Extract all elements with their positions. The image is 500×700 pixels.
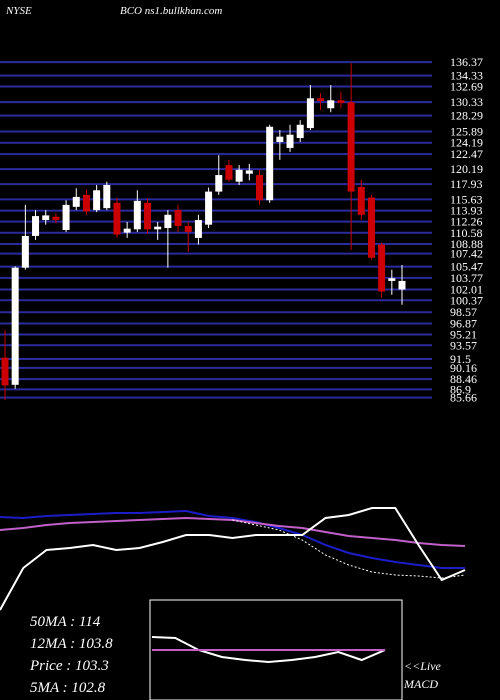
y-tick-label: 108.88 [450, 237, 483, 251]
y-tick-label: 115.63 [450, 192, 483, 206]
candle-body [225, 165, 233, 180]
y-tick-label: 95.21 [450, 327, 477, 341]
y-tick-label: 98.57 [450, 305, 477, 319]
candle-body [42, 215, 50, 221]
candle-body [164, 214, 172, 228]
candle-body [1, 357, 9, 386]
chart-title: BCO ns1.bullkhan.com [120, 5, 222, 17]
candle-body [398, 280, 406, 290]
candle-body [266, 126, 274, 201]
candle-body [337, 100, 345, 103]
y-tick-label: 110.58 [450, 226, 483, 240]
candle-body [52, 216, 60, 221]
y-tick-label: 85.66 [450, 391, 477, 405]
y-tick-label: 124.19 [450, 136, 483, 150]
macd-label: MACD [403, 677, 438, 691]
macd-box [149, 599, 403, 700]
indicator-line [232, 519, 466, 579]
y-tick-label: 132.69 [450, 79, 483, 93]
y-tick-label: 91.5 [450, 352, 471, 366]
candle-body [194, 220, 202, 238]
y-tick-label: 86.9 [450, 382, 471, 396]
candle-body [93, 190, 101, 211]
candle-body [255, 175, 263, 201]
y-tick-label: 122.47 [450, 147, 483, 161]
candle-body [72, 196, 80, 207]
summary-line: 50MA : 114 [30, 614, 101, 630]
summary-line: 5MA : 102.8 [30, 680, 106, 696]
candle-body [388, 278, 396, 281]
y-tick-label: 93.57 [450, 338, 477, 352]
candle-body [82, 194, 90, 212]
candle-body [276, 136, 284, 142]
indicator-line [0, 507, 466, 611]
candle-body [174, 210, 182, 227]
y-tick-label: 112.26 [450, 215, 483, 229]
live-label: <<Live [404, 659, 442, 673]
indicator-line [151, 636, 386, 664]
candle-body [123, 228, 131, 233]
candle-body [357, 186, 365, 215]
candle-body [235, 169, 243, 182]
y-tick-label: 88.46 [450, 372, 477, 386]
candle-body [103, 184, 111, 209]
candle-body [296, 124, 304, 139]
candle-body [32, 216, 40, 236]
candle-body [317, 98, 325, 101]
candle-body [11, 267, 19, 385]
candle-body [286, 134, 294, 148]
candle-body [133, 200, 141, 230]
summary-line: 12MA : 103.8 [30, 636, 113, 652]
y-tick-label: 103.77 [450, 271, 483, 285]
y-tick-label: 120.19 [450, 162, 483, 176]
y-tick-label: 130.33 [450, 95, 483, 109]
y-tick-label: 125.89 [450, 124, 483, 138]
candle-body [245, 170, 253, 174]
candle-body [62, 204, 70, 230]
y-tick-label: 107.42 [450, 247, 483, 261]
candle-body [205, 191, 213, 225]
candle-body [306, 98, 314, 129]
y-tick-label: 105.47 [450, 260, 483, 274]
candle-body [215, 175, 223, 192]
candle-body [378, 244, 386, 292]
candle-body [144, 202, 152, 230]
y-tick-label: 100.37 [450, 293, 483, 307]
candle-body [113, 202, 121, 235]
indicator-line [0, 509, 465, 569]
y-tick-label: 134.33 [450, 69, 483, 83]
y-tick-label: 96.87 [450, 316, 477, 330]
candle-body [21, 235, 29, 268]
candle-body [184, 226, 192, 232]
y-tick-label: 102.01 [450, 282, 483, 296]
y-tick-label: 117.93 [450, 177, 483, 191]
summary-line: Price : 103.3 [29, 658, 109, 674]
candle-body [154, 226, 162, 230]
y-tick-label: 113.93 [450, 204, 483, 218]
candle-body [367, 197, 375, 258]
y-tick-label: 128.29 [450, 109, 483, 123]
exchange: NYSE [5, 5, 32, 17]
y-tick-label: 136.37 [450, 55, 483, 69]
y-tick-label: 90.16 [450, 361, 477, 375]
candle-body [327, 100, 335, 109]
candle-body [347, 102, 355, 192]
